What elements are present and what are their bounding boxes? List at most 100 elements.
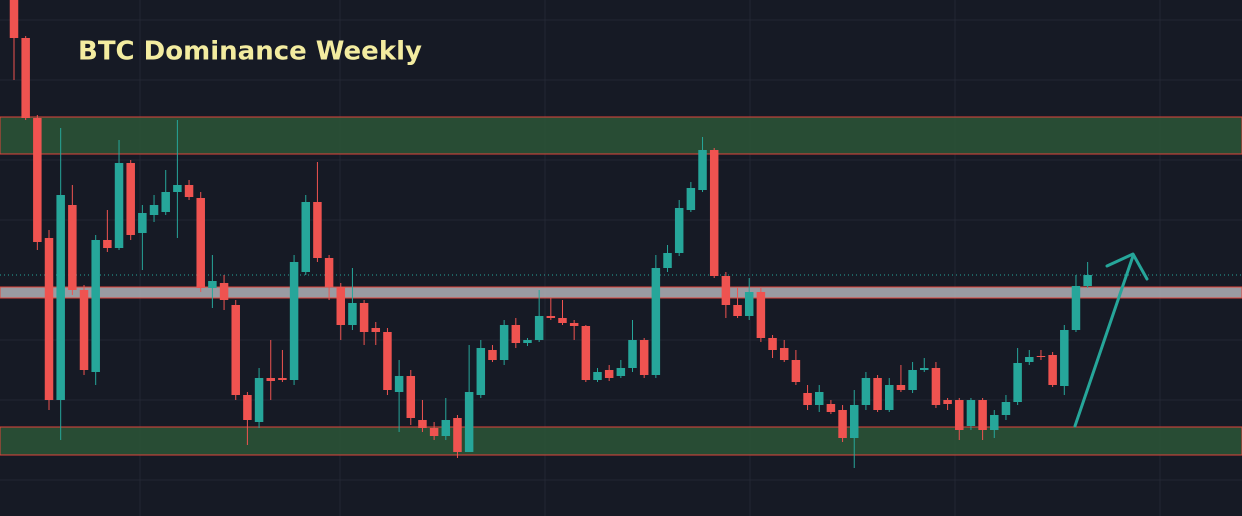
candle-body — [604, 370, 614, 378]
candle-body — [756, 292, 766, 338]
candle-body — [254, 378, 264, 422]
candle-body — [126, 163, 135, 235]
candle-body — [499, 325, 509, 360]
candle-body — [511, 325, 521, 343]
candle-body — [464, 392, 474, 452]
candle-body — [476, 348, 486, 395]
candle-body — [779, 348, 789, 360]
zone — [0, 426, 1242, 456]
candle-body — [1083, 275, 1092, 286]
candle-body — [184, 185, 194, 197]
candle-body — [733, 305, 742, 316]
candle-body — [324, 258, 334, 287]
candle-body — [593, 372, 602, 380]
candle-body — [418, 420, 427, 428]
candle-body — [803, 393, 812, 405]
candle-body — [359, 303, 369, 332]
candle-body — [674, 208, 684, 253]
candle-body — [79, 290, 89, 370]
candle-body — [849, 405, 859, 438]
candle-body — [44, 238, 54, 400]
candle-body — [885, 385, 894, 410]
candle-body — [394, 376, 404, 392]
candles — [9, 0, 1092, 468]
arrow — [1073, 252, 1149, 428]
zone — [0, 116, 1242, 155]
candle-body — [488, 350, 497, 360]
candle-body — [208, 281, 217, 288]
candle-body — [628, 340, 637, 368]
candle-body — [33, 118, 42, 242]
candle-body — [686, 188, 696, 210]
candle-body — [1025, 357, 1034, 362]
candle-body — [1001, 402, 1011, 415]
candle-body — [149, 205, 159, 215]
candle-body — [406, 376, 416, 418]
candle-body — [943, 400, 952, 404]
candle-body — [1060, 330, 1069, 386]
candle-body — [103, 240, 112, 248]
candle-body — [371, 328, 381, 332]
candle-body — [1013, 363, 1022, 402]
candle-body — [173, 185, 182, 192]
candle-body — [896, 385, 906, 390]
candle-body — [791, 360, 801, 382]
candle-body — [336, 287, 346, 325]
arrow-shaft — [1073, 254, 1135, 428]
candle-body — [920, 368, 929, 370]
candle-body — [266, 378, 275, 381]
candle-body — [453, 418, 462, 452]
candle-body — [663, 253, 672, 268]
arrow-head — [1105, 252, 1149, 281]
candle-body — [348, 303, 357, 325]
candle-body — [219, 283, 229, 300]
candle-body — [721, 276, 731, 305]
candle-body — [558, 318, 567, 323]
candle-body — [698, 150, 707, 190]
candle-body — [114, 163, 124, 248]
candle-body — [313, 202, 322, 258]
candle-body — [56, 195, 65, 400]
candle-body — [196, 198, 205, 288]
candle-body — [243, 395, 252, 420]
candle-body — [9, 0, 19, 38]
candle-body — [768, 338, 777, 350]
candle-body — [301, 202, 310, 272]
candle-body — [838, 410, 847, 438]
candle-body — [1071, 286, 1081, 330]
candle-body — [534, 316, 544, 340]
candle-body — [1048, 355, 1057, 385]
chart-title: BTC Dominance Weekly — [78, 37, 422, 67]
candle-body — [21, 38, 30, 118]
candle-body — [138, 213, 147, 233]
candle-body — [873, 378, 882, 410]
candle-body — [814, 392, 824, 405]
candle-body — [569, 323, 579, 326]
candle-body — [709, 150, 719, 276]
candle-body — [523, 340, 532, 343]
candle-body — [861, 378, 871, 405]
candle-body — [278, 378, 287, 380]
candle-body — [441, 420, 451, 436]
candle-body — [91, 240, 100, 372]
candle-body — [1036, 356, 1046, 357]
candle-body — [616, 368, 626, 376]
candle-body — [429, 428, 439, 436]
candle-body — [651, 268, 661, 375]
candle-body — [966, 400, 976, 426]
candle-body — [931, 368, 941, 405]
candle-body — [383, 332, 392, 390]
candle-body — [908, 370, 917, 390]
candle-body — [990, 415, 999, 430]
candle-body — [955, 400, 964, 430]
candle-body — [289, 262, 299, 380]
candle-body — [744, 292, 754, 316]
candle-body — [826, 404, 836, 412]
candle-body — [231, 305, 240, 395]
candle-body — [546, 316, 556, 318]
candle-body — [639, 340, 649, 375]
zones — [0, 116, 1242, 456]
zone — [0, 286, 1242, 299]
